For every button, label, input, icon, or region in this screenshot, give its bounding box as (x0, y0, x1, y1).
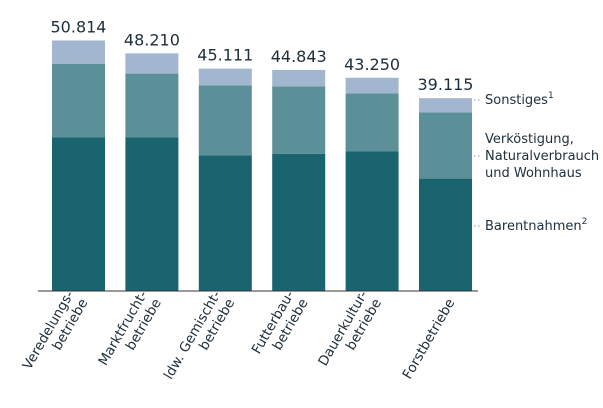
total-label: 43.250 (344, 55, 400, 74)
bar-segment-3-cat-2 (125, 53, 179, 74)
total-label: 50.814 (51, 17, 107, 36)
bar-segment-1-cat-1 (52, 137, 105, 291)
bar-segment-3-cat-1 (52, 40, 105, 64)
legend-label: und Wohnhaus (485, 166, 582, 181)
total-label: 48.210 (124, 30, 180, 49)
category-label: Marktfrucht-betriebe (95, 288, 165, 368)
bar-segment-1-cat-4 (272, 153, 326, 291)
legend-label: Sonstiges1 (485, 91, 554, 108)
bar-segment-1-cat-5 (345, 151, 399, 291)
bar-segment-1-cat-6 (419, 178, 472, 291)
category-label: Veredelungs-betriebe (20, 288, 92, 373)
bar-segment-2-cat-5 (345, 93, 399, 152)
category-label: ldw. Gemischt-betriebe (161, 288, 238, 382)
legend-footnote-mark: 1 (548, 91, 554, 101)
bar-segment-3-cat-6 (419, 98, 472, 113)
legend-label: Verköstigung, (485, 132, 574, 147)
legend-label: Barentnahmen2 (485, 217, 587, 234)
bar-segment-1-cat-2 (125, 137, 179, 291)
legend-label: Naturalverbrauch (485, 149, 599, 164)
bar-segment-3-cat-3 (198, 68, 252, 86)
bar-segment-2-cat-1 (52, 63, 105, 138)
category-label: Futterbau-betriebe (249, 288, 312, 357)
bar-segment-2-cat-4 (272, 86, 326, 154)
bar-segment-2-cat-6 (419, 112, 472, 179)
category-label: Dauerkultur-betriebe (315, 288, 385, 369)
bar-segment-2-cat-3 (198, 85, 252, 156)
category-labels: Veredelungs-betriebe Marktfrucht-betriebe… (20, 288, 459, 382)
bar-segment-3-cat-4 (272, 69, 326, 87)
legend-footnote-mark: 2 (582, 217, 588, 227)
bars-layer (52, 40, 472, 291)
category-label: Forstbetriebe (400, 296, 459, 382)
bar-segment-3-cat-5 (345, 77, 399, 94)
category-label-line: Forstbetriebe (400, 296, 459, 382)
total-label: 45.111 (197, 46, 253, 65)
total-label: 44.843 (271, 47, 327, 66)
legend: Barentnahmen2 Verköstigung, Naturalverbrau… (474, 91, 599, 234)
total-label: 39.115 (418, 75, 474, 94)
total-labels: 50.814 48.210 45.111 44.843 43.250 39.115 (51, 17, 474, 94)
bar-segment-2-cat-2 (125, 73, 179, 138)
bar-segment-1-cat-3 (198, 155, 252, 291)
